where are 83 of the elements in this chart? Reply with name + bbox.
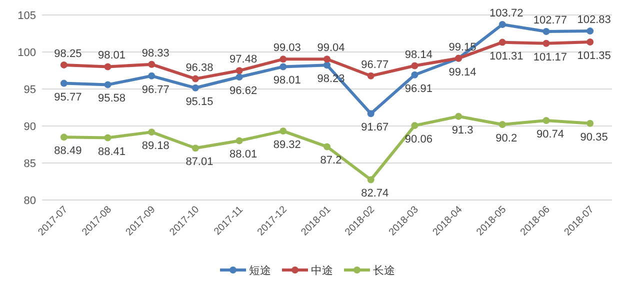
data-label: 95.58: [98, 92, 126, 105]
data-label: 91.3: [452, 124, 474, 136]
legend-label: 短途: [249, 265, 271, 277]
data-label: 88.01: [230, 148, 258, 161]
data-label: 91.67: [361, 122, 389, 134]
data-label: 101.17: [533, 51, 568, 64]
data-label: 97.48: [230, 54, 258, 66]
point: [192, 144, 199, 152]
data-label: 96.91: [404, 82, 432, 95]
data-label: 88.49: [54, 145, 82, 158]
data-label: 101.31: [490, 50, 524, 62]
point: [148, 60, 156, 68]
data-label: 98.33: [142, 47, 170, 60]
data-label: 96.77: [142, 84, 170, 96]
point: [60, 80, 68, 87]
data-label: 90.2: [496, 132, 518, 145]
point: [148, 128, 156, 136]
data-label: 96.77: [361, 58, 389, 71]
data-label: 96.62: [230, 85, 258, 98]
point: [60, 134, 68, 141]
data-label: 90.06: [404, 134, 432, 146]
point: [280, 56, 287, 63]
y-tick-label: 85: [24, 158, 36, 170]
data-label: 82.74: [361, 188, 389, 200]
data-label: 101.35: [577, 50, 611, 62]
data-label: 90.35: [580, 131, 608, 144]
data-label: 95.77: [54, 91, 82, 104]
point: [280, 128, 287, 135]
data-label: 103.72: [490, 7, 524, 20]
point: [542, 40, 550, 47]
point: [324, 143, 330, 150]
point: [148, 72, 156, 80]
legend-label: 长途: [373, 264, 395, 277]
point: [411, 71, 418, 78]
point: [324, 62, 330, 69]
data-label: 99.03: [273, 42, 301, 54]
point: [236, 74, 243, 81]
data-label: 95.15: [186, 96, 214, 108]
legend-label: 中途: [311, 264, 333, 277]
point: [542, 28, 550, 35]
data-label: 98.25: [54, 48, 82, 60]
y-tick-label: 105: [18, 10, 36, 22]
data-label: 99.14: [448, 66, 476, 78]
point: [498, 121, 506, 128]
point: [192, 75, 199, 82]
data-label: 96.38: [186, 62, 214, 74]
point: [236, 137, 243, 144]
data-label: 89.32: [273, 139, 301, 152]
data-label: 98.14: [404, 48, 432, 61]
point: [586, 120, 594, 127]
data-label: 98.01: [98, 50, 126, 62]
y-tick-label: 90: [24, 121, 36, 133]
y-tick-label: 95: [24, 84, 36, 96]
point: [280, 63, 287, 70]
point: [411, 62, 418, 70]
y-tick-label: 100: [18, 47, 36, 59]
point: [542, 117, 550, 124]
point: [104, 81, 112, 88]
point: [104, 134, 112, 142]
point: [60, 61, 68, 68]
point: [104, 63, 112, 70]
point: [367, 72, 374, 80]
data-label: 87.2: [320, 154, 342, 167]
point: [192, 84, 199, 92]
data-label: 90.74: [536, 128, 564, 141]
y-tick-label: 80: [24, 195, 36, 207]
point: [498, 20, 506, 28]
point: [367, 110, 374, 118]
data-label: 102.77: [533, 14, 568, 26]
point: [324, 56, 330, 63]
point: [586, 38, 594, 46]
data-label: 89.18: [142, 140, 170, 152]
point: [411, 122, 418, 130]
data-label: 88.41: [98, 146, 126, 158]
data-label: 87.01: [186, 156, 214, 168]
point: [586, 28, 594, 35]
point: [498, 38, 506, 46]
data-label: 98.01: [273, 74, 301, 87]
data-label: 99.04: [317, 42, 345, 54]
data-label: 102.83: [577, 14, 611, 26]
point: [455, 112, 462, 120]
point: [367, 176, 374, 184]
point: [236, 67, 243, 74]
